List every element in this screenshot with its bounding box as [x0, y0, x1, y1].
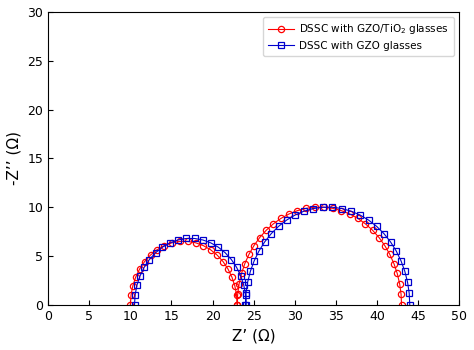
DSSC with GZO glasses	[388, 240, 393, 244]
DSSC with GZO glasses	[167, 241, 173, 245]
DSSC with GZO/TiO$_2$ glasses	[137, 267, 143, 271]
DSSC with GZO glasses	[153, 251, 158, 255]
DSSC with GZO glasses	[339, 206, 345, 211]
DSSC with GZO glasses	[243, 302, 248, 307]
DSSC with GZO/TiO$_2$ glasses	[234, 302, 240, 307]
DSSC with GZO/TiO$_2$ glasses	[251, 244, 257, 248]
DSSC with GZO glasses	[406, 291, 412, 295]
DSSC with GZO glasses	[393, 249, 399, 253]
DSSC with GZO/TiO$_2$ glasses	[312, 205, 318, 209]
DSSC with GZO glasses	[245, 280, 250, 284]
DSSC with GZO glasses	[262, 240, 267, 244]
DSSC with GZO glasses	[241, 283, 246, 287]
DSSC with GZO glasses	[141, 265, 147, 270]
DSSC with GZO glasses	[243, 293, 248, 297]
DSSC with GZO glasses	[374, 224, 380, 229]
DSSC with GZO glasses	[160, 245, 165, 249]
DSSC with GZO glasses	[402, 269, 408, 273]
DSSC with GZO glasses	[216, 245, 221, 249]
DSSC with GZO glasses	[398, 259, 404, 263]
DSSC with GZO glasses	[243, 291, 249, 295]
DSSC with GZO glasses	[381, 232, 387, 236]
X-axis label: Z’ (Ω): Z’ (Ω)	[232, 328, 275, 343]
Y-axis label: -Z’’ (Ω): -Z’’ (Ω)	[7, 131, 22, 185]
DSSC with GZO glasses	[405, 280, 410, 284]
DSSC with GZO glasses	[247, 269, 253, 273]
DSSC with GZO glasses	[200, 238, 206, 242]
DSSC with GZO glasses	[251, 259, 257, 263]
DSSC with GZO glasses	[137, 274, 143, 278]
DSSC with GZO/TiO$_2$ glasses	[278, 216, 284, 221]
DSSC with GZO glasses	[407, 302, 412, 307]
DSSC with GZO glasses	[183, 236, 189, 240]
Line: DSSC with GZO/TiO$_2$ glasses: DSSC with GZO/TiO$_2$ glasses	[128, 204, 405, 308]
DSSC with GZO/TiO$_2$ glasses	[239, 271, 245, 275]
DSSC with GZO glasses	[301, 209, 307, 213]
DSSC with GZO glasses	[357, 213, 363, 217]
DSSC with GZO/TiO$_2$ glasses	[229, 275, 235, 279]
Line: DSSC with GZO glasses: DSSC with GZO glasses	[131, 204, 413, 308]
DSSC with GZO glasses	[208, 241, 214, 245]
DSSC with GZO/TiO$_2$ glasses	[294, 209, 300, 213]
DSSC with GZO glasses	[234, 265, 239, 270]
DSSC with GZO glasses	[283, 218, 289, 222]
DSSC with GZO glasses	[276, 224, 282, 229]
DSSC with GZO glasses	[268, 232, 274, 236]
DSSC with GZO glasses	[134, 283, 140, 287]
DSSC with GZO glasses	[238, 274, 244, 278]
DSSC with GZO glasses	[228, 257, 234, 261]
DSSC with GZO glasses	[132, 293, 138, 297]
DSSC with GZO glasses	[244, 302, 249, 307]
DSSC with GZO glasses	[256, 249, 262, 253]
DSSC with GZO glasses	[292, 213, 298, 217]
DSSC with GZO glasses	[366, 218, 372, 222]
DSSC with GZO glasses	[348, 209, 354, 213]
DSSC with GZO glasses	[222, 251, 228, 255]
DSSC with GZO glasses	[329, 205, 335, 209]
DSSC with GZO/TiO$_2$ glasses	[128, 302, 133, 307]
DSSC with GZO glasses	[132, 302, 137, 307]
DSSC with GZO glasses	[146, 257, 152, 261]
DSSC with GZO glasses	[320, 205, 326, 209]
DSSC with GZO/TiO$_2$ glasses	[399, 302, 404, 307]
DSSC with GZO glasses	[175, 238, 181, 242]
Legend: DSSC with GZO/TiO$_2$ glasses, DSSC with GZO glasses: DSSC with GZO/TiO$_2$ glasses, DSSC with…	[263, 17, 454, 56]
DSSC with GZO glasses	[191, 236, 197, 240]
DSSC with GZO glasses	[310, 206, 316, 211]
